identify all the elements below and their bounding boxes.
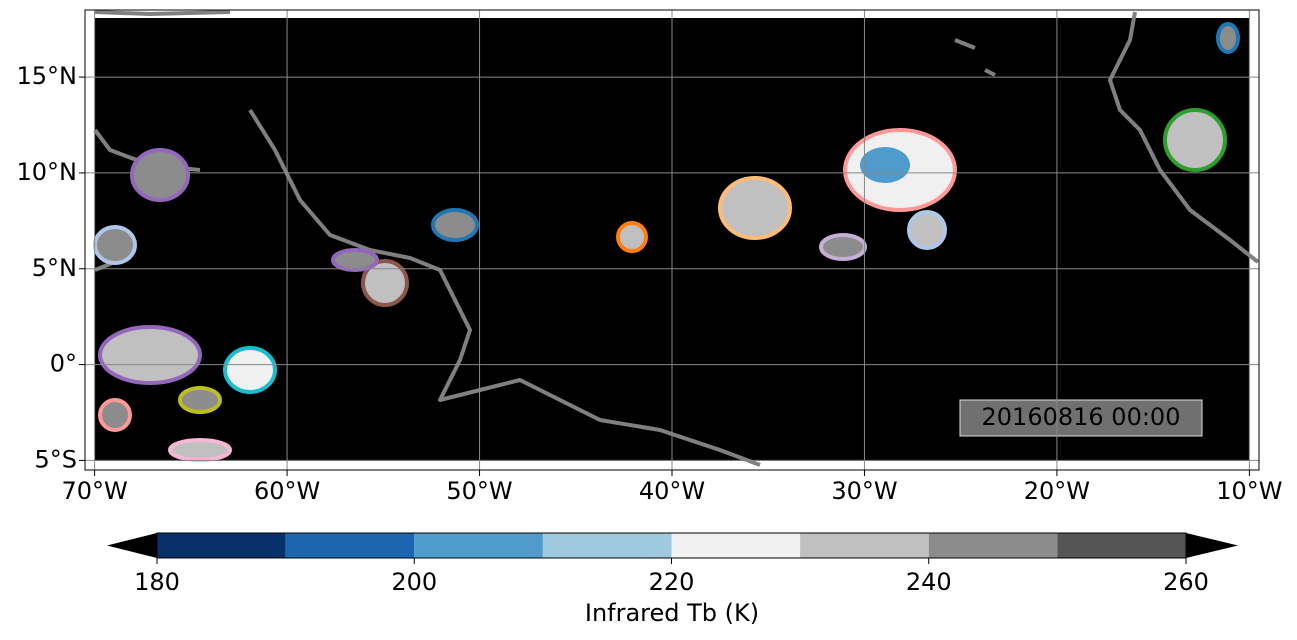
y-tick-label: 15°N bbox=[17, 62, 78, 90]
cloud-system bbox=[98, 398, 132, 432]
convective-systems bbox=[93, 22, 1240, 462]
y-tick-label: 5°N bbox=[32, 254, 77, 282]
colorbar-segment bbox=[671, 533, 801, 558]
y-tick-label: 5°S bbox=[34, 445, 77, 473]
colorbar-segment bbox=[928, 533, 1058, 558]
map-frame bbox=[84, 9, 1260, 471]
colorbar-segment bbox=[800, 533, 929, 558]
cloud-system bbox=[331, 248, 379, 272]
x-tick-label: 10°W bbox=[1216, 477, 1282, 505]
cloud-system bbox=[718, 176, 792, 240]
colorbar-tick-label: 220 bbox=[649, 568, 695, 596]
colorbar-tick-label: 260 bbox=[1163, 568, 1209, 596]
cloud-system bbox=[1216, 22, 1240, 54]
x-tick-label: 70°W bbox=[61, 477, 127, 505]
colorbar-under bbox=[107, 533, 157, 558]
cloud-system bbox=[361, 259, 409, 307]
x-tick-label: 50°W bbox=[446, 477, 512, 505]
cloud-core bbox=[860, 147, 910, 183]
x-tick-label: 30°W bbox=[831, 477, 897, 505]
colorbar-segment bbox=[1057, 533, 1186, 558]
x-tick-label: 40°W bbox=[639, 477, 705, 505]
coastlines bbox=[93, 10, 1260, 467]
colorbar-segment bbox=[285, 533, 415, 558]
cloud-system bbox=[93, 225, 137, 265]
timestamp-box bbox=[959, 399, 1203, 437]
cloud-system bbox=[819, 233, 867, 261]
colorbar-tick-label: 180 bbox=[134, 568, 180, 596]
cloud-system bbox=[168, 438, 232, 462]
cloud-system bbox=[907, 210, 947, 250]
timestamp: 20160816 00:00 bbox=[982, 403, 1181, 431]
cloud-system bbox=[178, 386, 222, 414]
colorbar-segment bbox=[542, 533, 672, 558]
colorbar-label: Infrared Tb (K) bbox=[585, 599, 759, 627]
colorbar-over bbox=[1186, 533, 1238, 558]
colorbar-segment bbox=[414, 533, 543, 558]
colorbar-segment bbox=[157, 533, 286, 558]
colorbar-tick-label: 200 bbox=[391, 568, 437, 596]
cloud-system bbox=[431, 208, 479, 242]
coastline bbox=[94, 10, 761, 467]
y-tick-label: 0° bbox=[50, 350, 77, 378]
x-tick-label: 20°W bbox=[1024, 477, 1090, 505]
coastline bbox=[93, 38, 996, 272]
coastline bbox=[1108, 11, 1260, 264]
cloud-system bbox=[130, 148, 190, 202]
y-tick-label: 10°N bbox=[17, 158, 78, 186]
cloud-system bbox=[1163, 108, 1227, 172]
cloud-system bbox=[98, 325, 202, 385]
colorbar-tick-label: 240 bbox=[906, 568, 952, 596]
cloud-system bbox=[223, 346, 277, 394]
x-tick-label: 60°W bbox=[254, 477, 320, 505]
cloud-system bbox=[616, 221, 648, 253]
map bbox=[93, 10, 1260, 467]
